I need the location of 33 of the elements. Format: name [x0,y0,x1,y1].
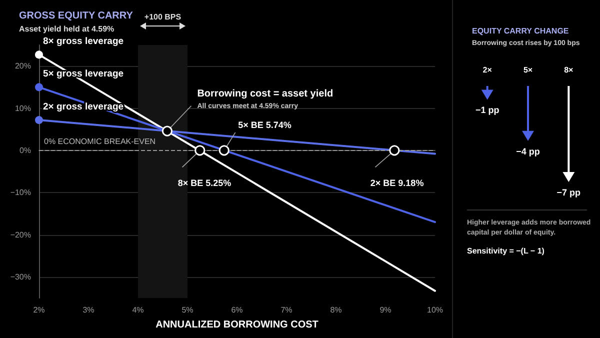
data-label: −4 pp [516,146,540,156]
category-label: 2× [482,66,492,74]
y-tick-label: 10% [14,104,31,113]
x-tick-label: 6% [231,306,243,314]
ref-line-label: 0% ECONOMIC BREAK-EVEN [44,136,156,146]
x-tick-label: 7% [280,306,292,314]
y-tick-label: 20% [14,62,31,71]
x-tick-label: 3% [82,306,94,314]
series-label: 8× gross leverage [43,36,124,48]
y-tick-label: −20% [10,230,31,240]
category-label: 8× [564,66,574,74]
text: Sensitivity = −(L − 1) [467,246,545,256]
annotation: 2× BE 9.18% [370,178,424,188]
x-tick-label: 10% [426,306,444,314]
chart-subtitle: Asset yield held at 4.59% [19,24,114,34]
x-tick-label: 2% [33,306,45,314]
x-axis-title: ANNUALIZED BORROWING COST [156,320,318,330]
x-tick-label: 9% [380,306,392,314]
y-tick-label: 0% [19,146,31,155]
category-label: 5× [523,66,533,74]
chart-title: GROSS EQUITY CARRY [19,10,134,22]
annotation: Borrowing cost = asset yield [197,88,334,100]
text: EQUITY CARRY CHANGE [472,26,570,36]
x-tick-label: 5% [182,306,194,314]
annotation: 5× BE 5.74% [238,120,292,130]
annotation: 8× BE 5.25% [178,178,232,188]
data-label: −1 pp [475,105,500,116]
band-label: +100 BPS [144,12,182,22]
y-tick-label: −30% [10,272,31,282]
data-label: −7 pp [556,188,582,198]
x-tick-label: 4% [132,306,144,314]
x-tick-label: 8% [330,306,342,314]
y-tick-label: −10% [10,188,31,198]
